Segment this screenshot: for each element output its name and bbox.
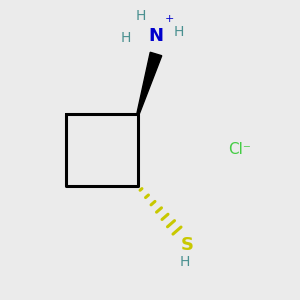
Text: H: H bbox=[173, 25, 184, 38]
Text: H: H bbox=[136, 10, 146, 23]
Text: +: + bbox=[165, 14, 174, 25]
Text: H: H bbox=[121, 31, 131, 44]
Text: S: S bbox=[181, 236, 194, 253]
Text: Cl⁻: Cl⁻ bbox=[229, 142, 251, 158]
Text: N: N bbox=[148, 27, 164, 45]
Text: H: H bbox=[179, 256, 190, 269]
Polygon shape bbox=[137, 52, 162, 114]
